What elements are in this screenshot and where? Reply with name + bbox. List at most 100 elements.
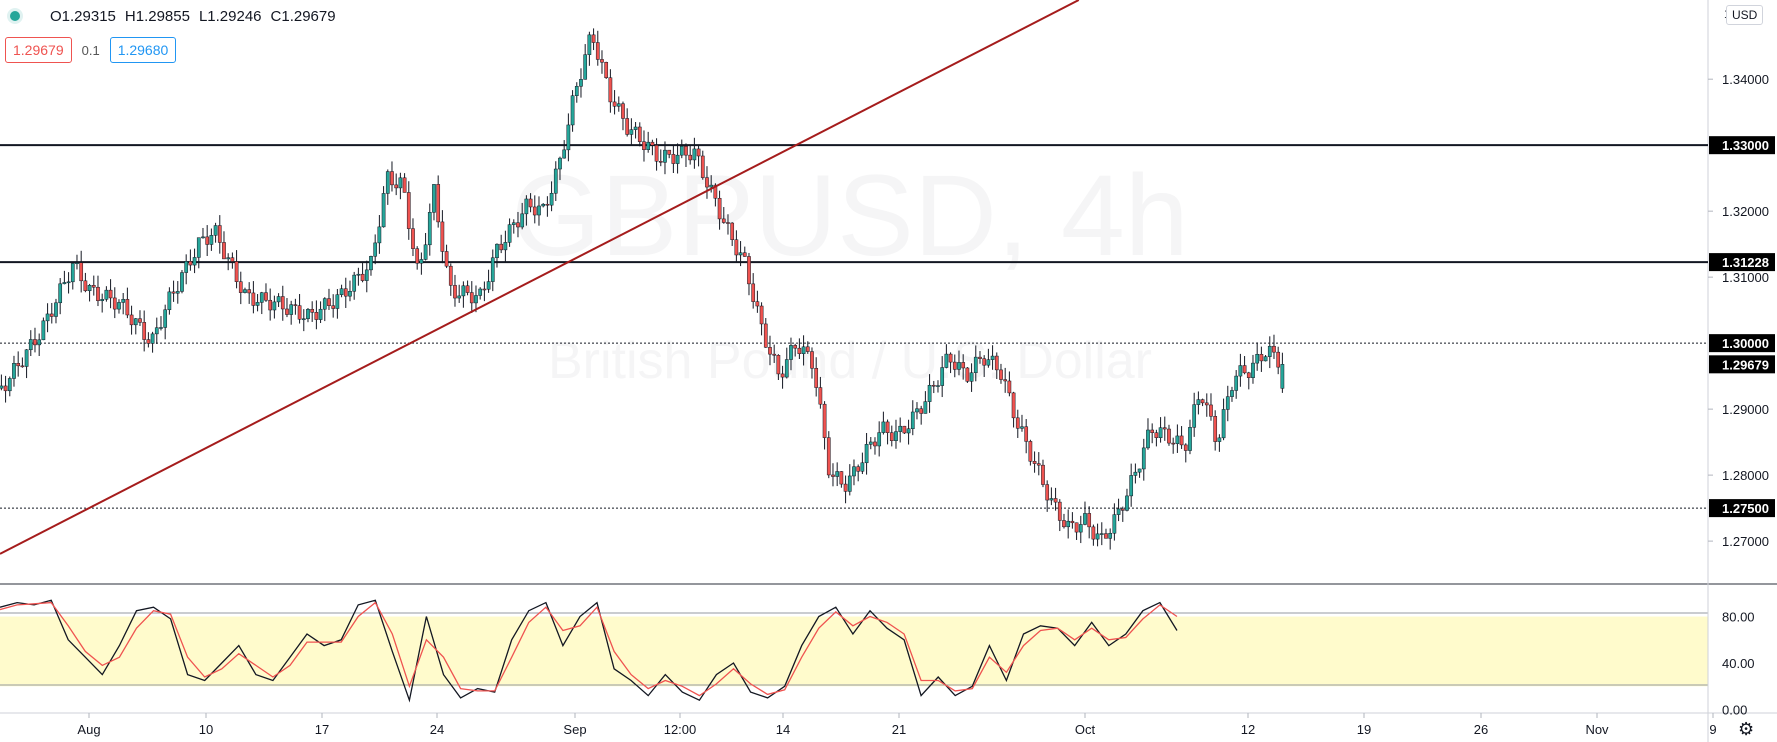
candle-down (331, 305, 336, 309)
candle-up (356, 273, 361, 276)
candle-down (1015, 417, 1020, 429)
level-label-box (1709, 499, 1775, 518)
stoch-tick-label: 0.00 (1722, 703, 1747, 718)
candle-up (709, 184, 714, 188)
candle-up (1251, 362, 1255, 378)
candle-down (671, 154, 676, 164)
stoch-d-line (0, 601, 1178, 697)
candle-up (646, 141, 651, 150)
candle-down (91, 285, 96, 288)
candle-down (759, 305, 764, 325)
candle-down (1070, 520, 1075, 524)
time-tick-label: 19 (1357, 722, 1371, 737)
candle-up (1158, 427, 1163, 438)
candle-down (856, 466, 861, 472)
candle-up (898, 425, 903, 432)
candle-down (516, 222, 520, 228)
candle-down (726, 222, 730, 224)
candle-up (923, 401, 928, 414)
candle-up (915, 408, 919, 413)
candle-up (847, 475, 852, 492)
candle-up (910, 411, 915, 429)
candle-up (70, 263, 75, 283)
candle-up (318, 308, 323, 320)
candle-down (146, 339, 151, 344)
candle-up (180, 272, 184, 292)
candle-down (805, 346, 810, 352)
candle-up (587, 34, 592, 55)
candle-up (66, 281, 71, 284)
candle-up (801, 346, 806, 354)
candle-up (478, 288, 483, 296)
candle-down (654, 145, 659, 162)
candle-down (721, 218, 726, 223)
candle-down (465, 285, 470, 293)
candle-down (1154, 432, 1159, 438)
candle-up (524, 198, 529, 215)
candle-up (243, 289, 247, 293)
buy-button[interactable]: 1.29680 (109, 37, 177, 63)
trendline[interactable] (0, 0, 1080, 555)
candle-up (562, 149, 567, 159)
candle-up (461, 285, 466, 297)
candle-down (406, 192, 411, 229)
candle-up (520, 213, 525, 228)
candle-up (511, 222, 516, 225)
candle-up (877, 432, 882, 447)
level-label-box (1709, 334, 1775, 353)
time-tick-label: Aug (77, 722, 100, 737)
candle-down (642, 141, 646, 150)
candle-down (608, 77, 613, 103)
gear-icon[interactable]: ⚙ (1738, 719, 1755, 739)
candle-down (826, 437, 831, 476)
candle-up (385, 171, 390, 194)
candle-down (280, 296, 285, 310)
candle-down (1272, 345, 1276, 353)
candle-down (1171, 442, 1176, 445)
time-tick-label: 9 (1709, 722, 1716, 737)
candle-down (448, 265, 453, 286)
currency-button[interactable]: USD (1726, 5, 1764, 25)
candle-down (327, 298, 331, 306)
candle-down (818, 387, 823, 405)
candle-up (163, 309, 168, 328)
candle-down (625, 118, 630, 135)
sell-button[interactable]: 1.29679 (5, 37, 72, 63)
candle-up (973, 356, 978, 374)
candle-down (742, 252, 747, 257)
candle-up (272, 301, 277, 311)
candle-up (474, 295, 478, 304)
candle-up (986, 359, 991, 366)
candle-down (776, 355, 781, 375)
candle-down (978, 356, 982, 359)
candle-up (159, 327, 163, 329)
candle-down (1024, 426, 1029, 442)
candle-up (629, 129, 634, 135)
candle-down (650, 141, 655, 146)
candle-up (1255, 354, 1260, 364)
candle-down (982, 358, 987, 366)
candle-up (679, 146, 684, 156)
candle-up (1129, 475, 1134, 497)
candle-up (1146, 429, 1150, 449)
candle-up (1196, 399, 1201, 405)
candle-up (133, 318, 138, 326)
candle-down (96, 286, 100, 302)
candle-up (894, 431, 898, 441)
candle-up (184, 261, 189, 273)
candle-up (339, 288, 344, 295)
candle-down (730, 222, 735, 240)
candle-down (440, 221, 445, 252)
candle-down (763, 323, 768, 348)
candle-up (1141, 447, 1146, 470)
candle-up (692, 148, 697, 161)
candle-up (1230, 390, 1234, 397)
candle-up (398, 177, 403, 189)
candle-up (553, 168, 558, 194)
candle-up (1020, 426, 1024, 429)
candle-down (810, 351, 814, 369)
candle-up (24, 349, 29, 367)
candle-down (612, 101, 617, 107)
ohlc-open: O1.29315 (50, 7, 116, 25)
